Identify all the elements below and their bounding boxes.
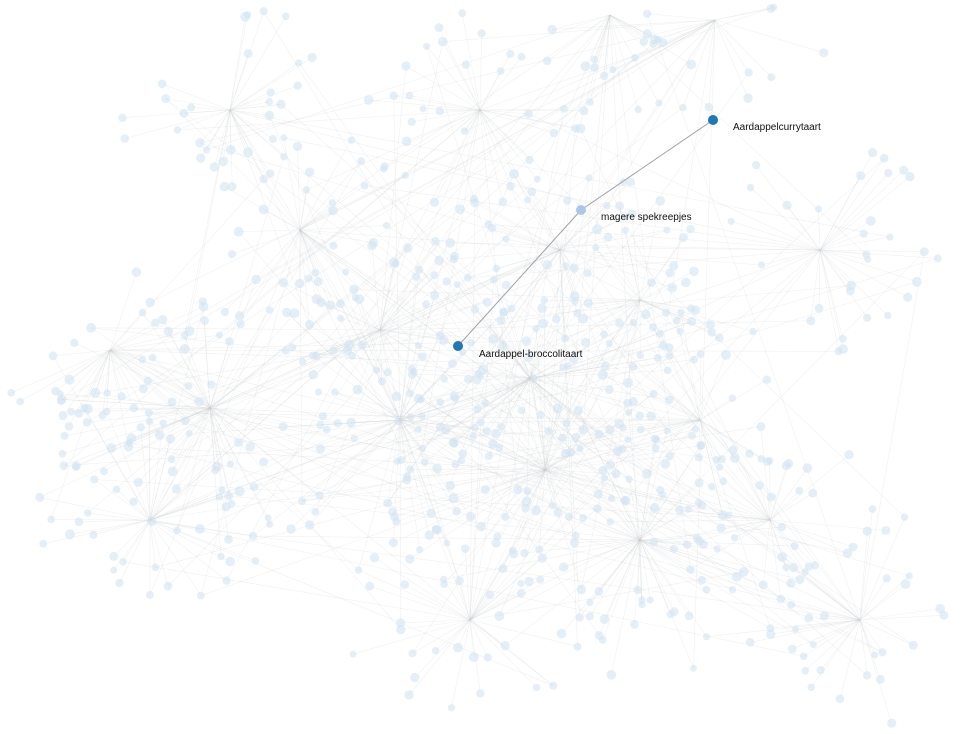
- path-edge-spekreepjes-currytaart: [580, 119, 714, 211]
- faded-nodes-layer: [7, 3, 949, 728]
- node-aardappelcurrytaart[interactable]: [708, 115, 718, 125]
- path-edge-broccolitaart-spekreepjes: [457, 209, 582, 347]
- faded-edges-layer: [11, 6, 944, 724]
- node-magere-spekreepjes[interactable]: [576, 205, 586, 215]
- node-label-aardappelcurrytaart: Aardappelcurrytaart: [733, 122, 821, 133]
- node-label-magere-spekreepjes: magere spekreepjes: [601, 212, 692, 223]
- highlighted-path-layer: Aardappelcurrytaart magere spekreepjes A…: [453, 115, 821, 360]
- node-label-aardappel-broccolitaart: Aardappel-broccolitaart: [479, 349, 583, 360]
- node-aardappel-broccolitaart[interactable]: [453, 341, 463, 351]
